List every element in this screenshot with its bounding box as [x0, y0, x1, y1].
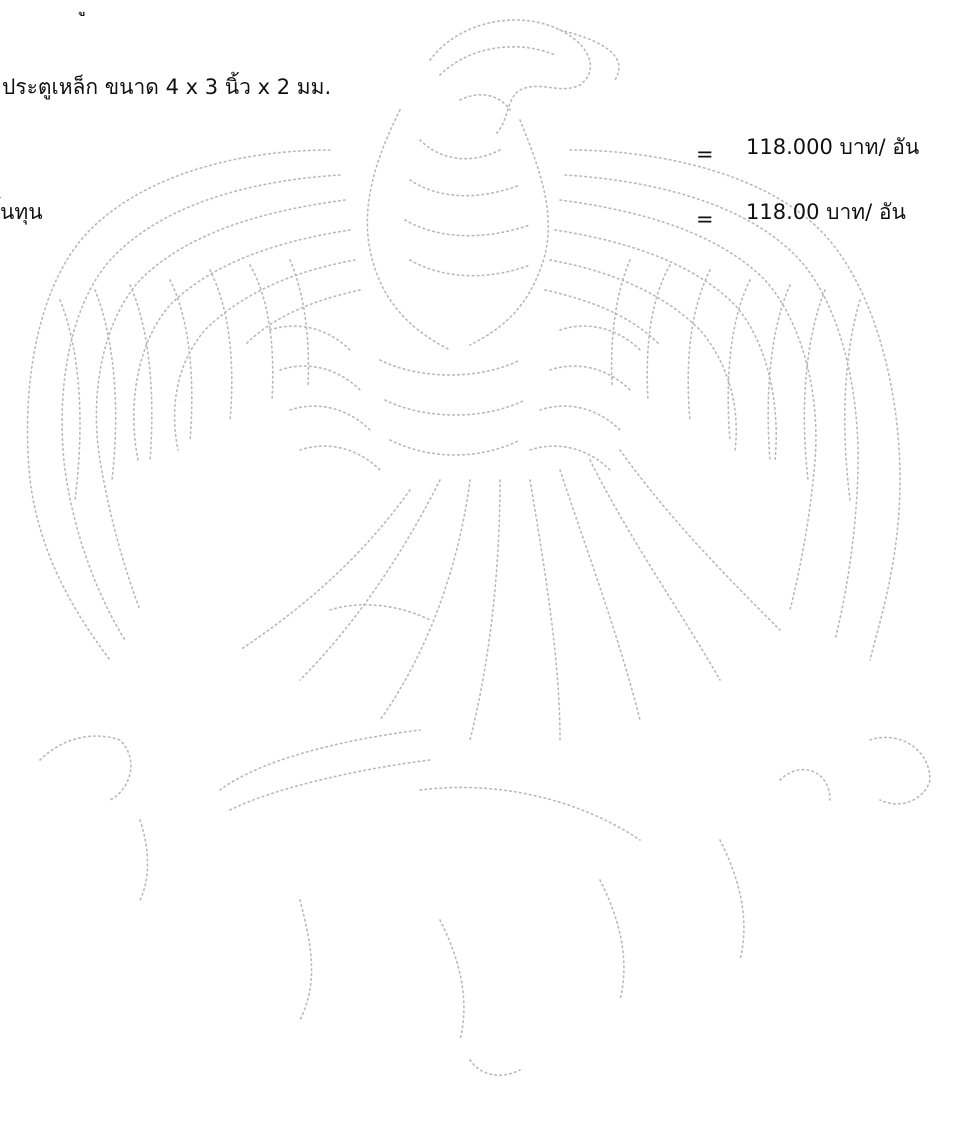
row-2-value: 118.00 บาท/ อัน: [746, 200, 906, 224]
item-title: ประตูเหล็ก ขนาด 4 x 3 นิ้ว x 2 มม.: [2, 75, 332, 99]
row-1-value: 118.000 บาท/ อัน: [746, 135, 920, 159]
row-2-equals: =: [696, 207, 714, 231]
row-2-label: ้นทุน: [0, 200, 43, 224]
row-1-equals: =: [696, 142, 714, 166]
